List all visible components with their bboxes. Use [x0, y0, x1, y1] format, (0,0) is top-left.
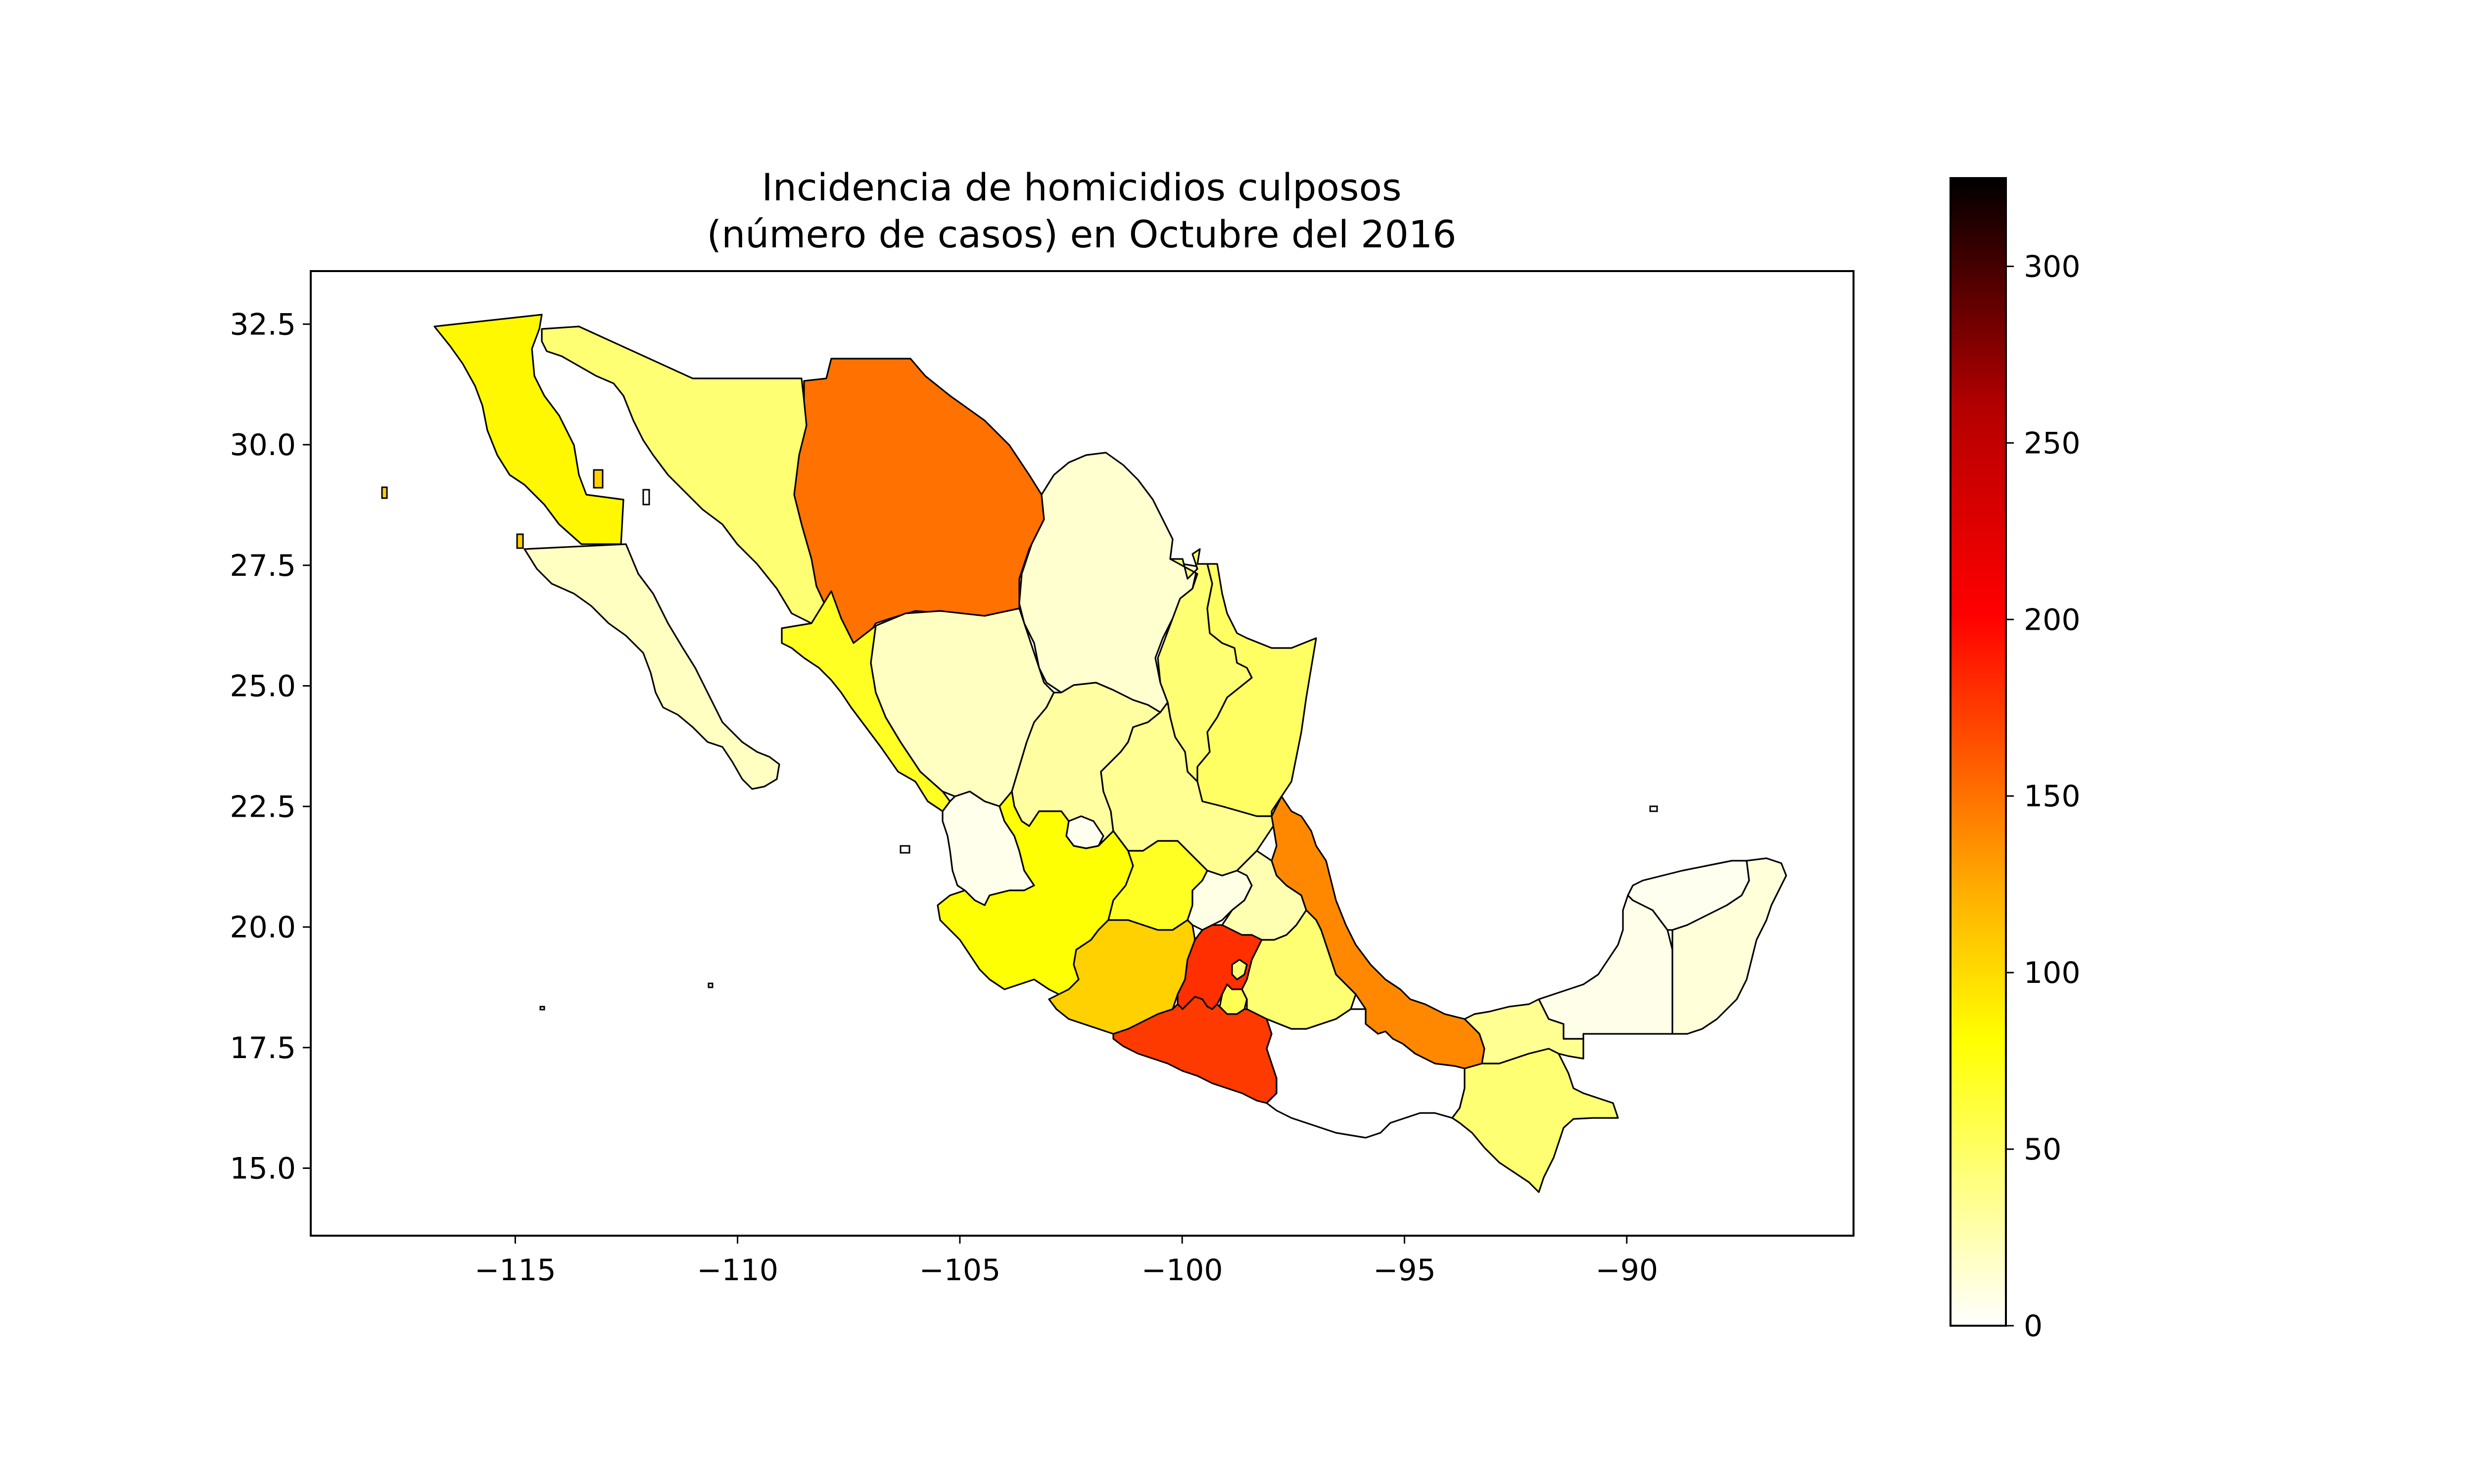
y-tick-label: 20.0: [230, 910, 296, 945]
y-tick-label: 17.5: [230, 1031, 296, 1066]
x-tick-label: −115: [475, 1253, 556, 1288]
chart-title-line-1: Incidencia de homicidios culposos: [761, 165, 1401, 209]
colorbar-tick-label: 0: [2024, 1309, 2043, 1344]
colorbar-tick-label: 50: [2024, 1132, 2061, 1167]
y-axis: 15.0 17.5 20.0 22.5 25.0 27.5 30.0 32.5: [230, 307, 311, 1186]
colorbar: [1950, 177, 2007, 1327]
colorbar-tick-label: 100: [2024, 956, 2081, 990]
x-tick-label: −95: [1373, 1253, 1436, 1288]
y-tick-label: 30.0: [230, 428, 296, 463]
axes-frame: [310, 270, 1855, 1237]
island-revillagigedo-2: [539, 1006, 545, 1011]
colorbar-axis: 0 50 100 150 200 250 300: [2006, 249, 2081, 1344]
island-tiburon: [593, 469, 604, 489]
map-layer: [381, 314, 1787, 1193]
region-chiapas: [1451, 1048, 1619, 1193]
colorbar-tick-label: 250: [2024, 426, 2081, 461]
x-tick-label: −105: [919, 1253, 1000, 1288]
colorbar-tick-label: 200: [2024, 603, 2081, 637]
region-guerrero: [1112, 996, 1278, 1104]
island-arrecife-alacranes: [1649, 805, 1658, 812]
colorbar-tick-label: 300: [2024, 249, 2081, 284]
x-tick-label: −90: [1595, 1253, 1658, 1288]
region-coahuila: [1018, 452, 1198, 713]
x-axis: −115 −110 −105 −100 −95 −90: [475, 1236, 1658, 1288]
y-tick-label: 32.5: [230, 307, 296, 342]
x-tick-label: −100: [1142, 1253, 1223, 1288]
y-tick-label: 25.0: [230, 669, 296, 704]
y-tick-label: 22.5: [230, 789, 296, 824]
region-baja-california-sur: [523, 543, 780, 790]
chart-title-line-2: (número de casos) en Octubre del 2016: [707, 212, 1456, 256]
region-quintana-roo: [1671, 857, 1787, 1035]
island-marias: [900, 845, 910, 854]
x-tick-label: −110: [697, 1253, 778, 1288]
island-guadalupe: [381, 486, 388, 499]
y-tick-label: 27.5: [230, 549, 296, 583]
region-ciudad-de-mexico: [1231, 959, 1248, 980]
colorbar-tick-label: 150: [2024, 779, 2081, 814]
region-campeche: [1538, 894, 1673, 1040]
island-revillagigedo-1: [708, 982, 714, 988]
y-tick-label: 15.0: [230, 1152, 296, 1186]
island-cedros: [516, 533, 524, 549]
region-baja-california: [433, 314, 624, 545]
island-angel-guarda: [642, 489, 650, 506]
